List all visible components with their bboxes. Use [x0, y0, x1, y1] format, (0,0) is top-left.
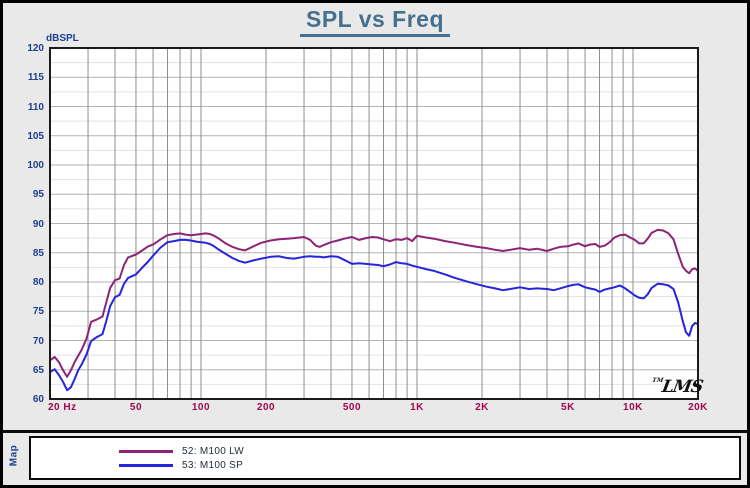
y-axis-unit-label: dBSPL	[46, 33, 79, 44]
legend-item: 52: M100 LW	[119, 444, 739, 458]
y-tick-label: 65	[32, 364, 44, 376]
x-tick-label: 50	[129, 402, 143, 413]
y-tick-label: 95	[32, 189, 44, 201]
y-tick-label: 75	[32, 306, 44, 318]
legend-label: 53: M100 SP	[182, 459, 244, 471]
x-tick-label: 500	[342, 402, 362, 413]
y-tick-label: 115	[27, 72, 44, 84]
legend-item: 53: M100 SP	[119, 458, 739, 472]
chart-title: SPL vs Freq	[0, 6, 750, 37]
x-tick-label: 5K	[561, 402, 575, 413]
y-tick-label: 80	[32, 277, 44, 288]
x-tick-label: 1K	[410, 402, 424, 413]
legend-label: 52: M100 LW	[182, 445, 245, 457]
lms-logo-text: LMS	[660, 377, 704, 397]
x-tick-label: 2K	[475, 402, 489, 413]
x-tick-label: 20 Hz	[48, 402, 77, 413]
legend-swatch	[119, 463, 173, 467]
legend-box: 52: M100 LW 53: M100 SP	[29, 436, 741, 480]
panel-divider	[0, 430, 750, 433]
y-tick-label: 120	[27, 43, 44, 54]
series-curve-m100-lw	[49, 228, 699, 378]
legend-panel-label: Map	[8, 444, 20, 467]
x-tick-label: 100	[191, 402, 211, 413]
x-tick-label: 20K	[688, 402, 708, 413]
legend-swatch	[119, 449, 173, 453]
plot-border	[49, 47, 699, 400]
y-tick-label: 60	[32, 394, 44, 405]
y-tick-label: 110	[27, 101, 44, 113]
x-tick-label: 200	[256, 402, 276, 413]
y-tick-label: 90	[32, 218, 44, 230]
chart-title-text: SPL vs Freq	[299, 6, 451, 37]
x-tick-label: 10K	[623, 402, 643, 413]
series-curve-m100-sp	[49, 238, 699, 392]
y-tick-label: 85	[32, 247, 44, 259]
y-tick-label: 70	[32, 335, 44, 347]
lms-logo: TMLMS	[649, 377, 704, 397]
y-tick-label: 100	[27, 160, 44, 171]
y-tick-label: 105	[27, 130, 44, 142]
